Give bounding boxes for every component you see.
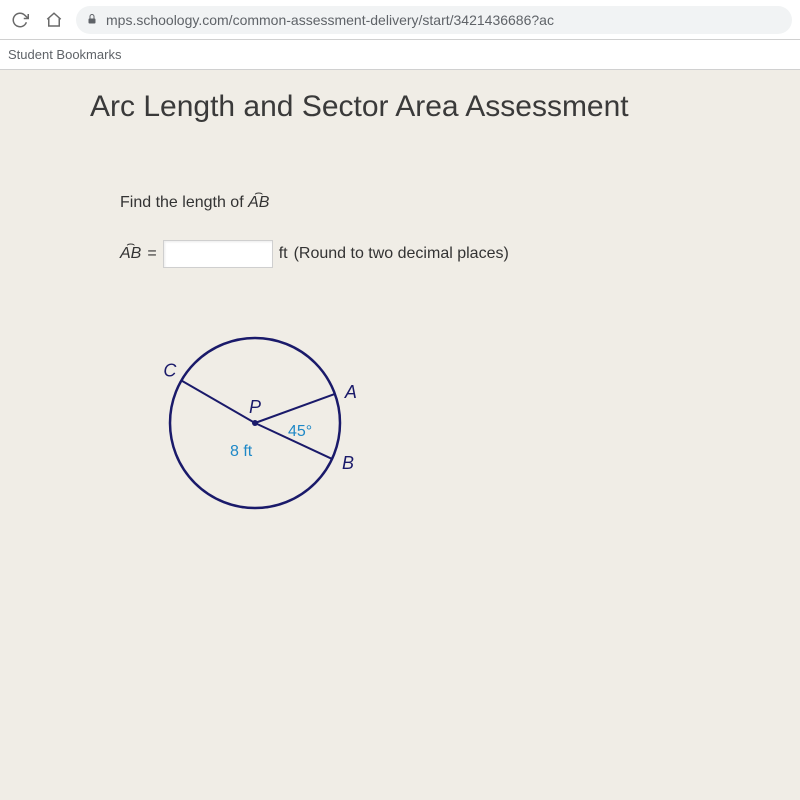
svg-text:A: A	[344, 382, 357, 402]
url-text: mps.schoology.com/common-assessment-deli…	[106, 12, 554, 28]
svg-text:C: C	[163, 361, 177, 381]
prompt-prefix: Find the length of	[120, 194, 248, 211]
question-block: Find the length of AB AB = ft (Round to …	[90, 194, 800, 553]
svg-text:B: B	[342, 453, 354, 473]
content-area: Arc Length and Sector Area Assessment Fi…	[0, 70, 800, 553]
diagram-svg: C A B P 8 ft 45°	[130, 308, 390, 548]
circle-diagram: C A B P 8 ft 45°	[120, 308, 800, 553]
page-title: Arc Length and Sector Area Assessment	[90, 90, 800, 124]
svg-text:8 ft: 8 ft	[230, 443, 253, 460]
equals-sign: =	[147, 245, 156, 263]
bookmarks-bar: Student Bookmarks	[0, 40, 800, 70]
answer-row: AB = ft (Round to two decimal places)	[120, 240, 800, 268]
url-bar[interactable]: mps.schoology.com/common-assessment-deli…	[76, 6, 792, 34]
reload-button[interactable]	[8, 8, 32, 32]
svg-text:P: P	[249, 397, 261, 417]
arc-symbol: AB	[248, 194, 269, 212]
home-button[interactable]	[42, 8, 66, 32]
svg-text:45°: 45°	[288, 423, 312, 440]
unit-label: ft	[279, 245, 288, 263]
question-prompt: Find the length of AB	[120, 194, 800, 212]
answer-arc-symbol: AB	[120, 245, 141, 263]
hint-text: (Round to two decimal places)	[294, 245, 509, 263]
browser-chrome: mps.schoology.com/common-assessment-deli…	[0, 0, 800, 40]
lock-icon	[86, 12, 98, 28]
bookmarks-label[interactable]: Student Bookmarks	[8, 47, 121, 62]
answer-input[interactable]	[163, 240, 273, 268]
